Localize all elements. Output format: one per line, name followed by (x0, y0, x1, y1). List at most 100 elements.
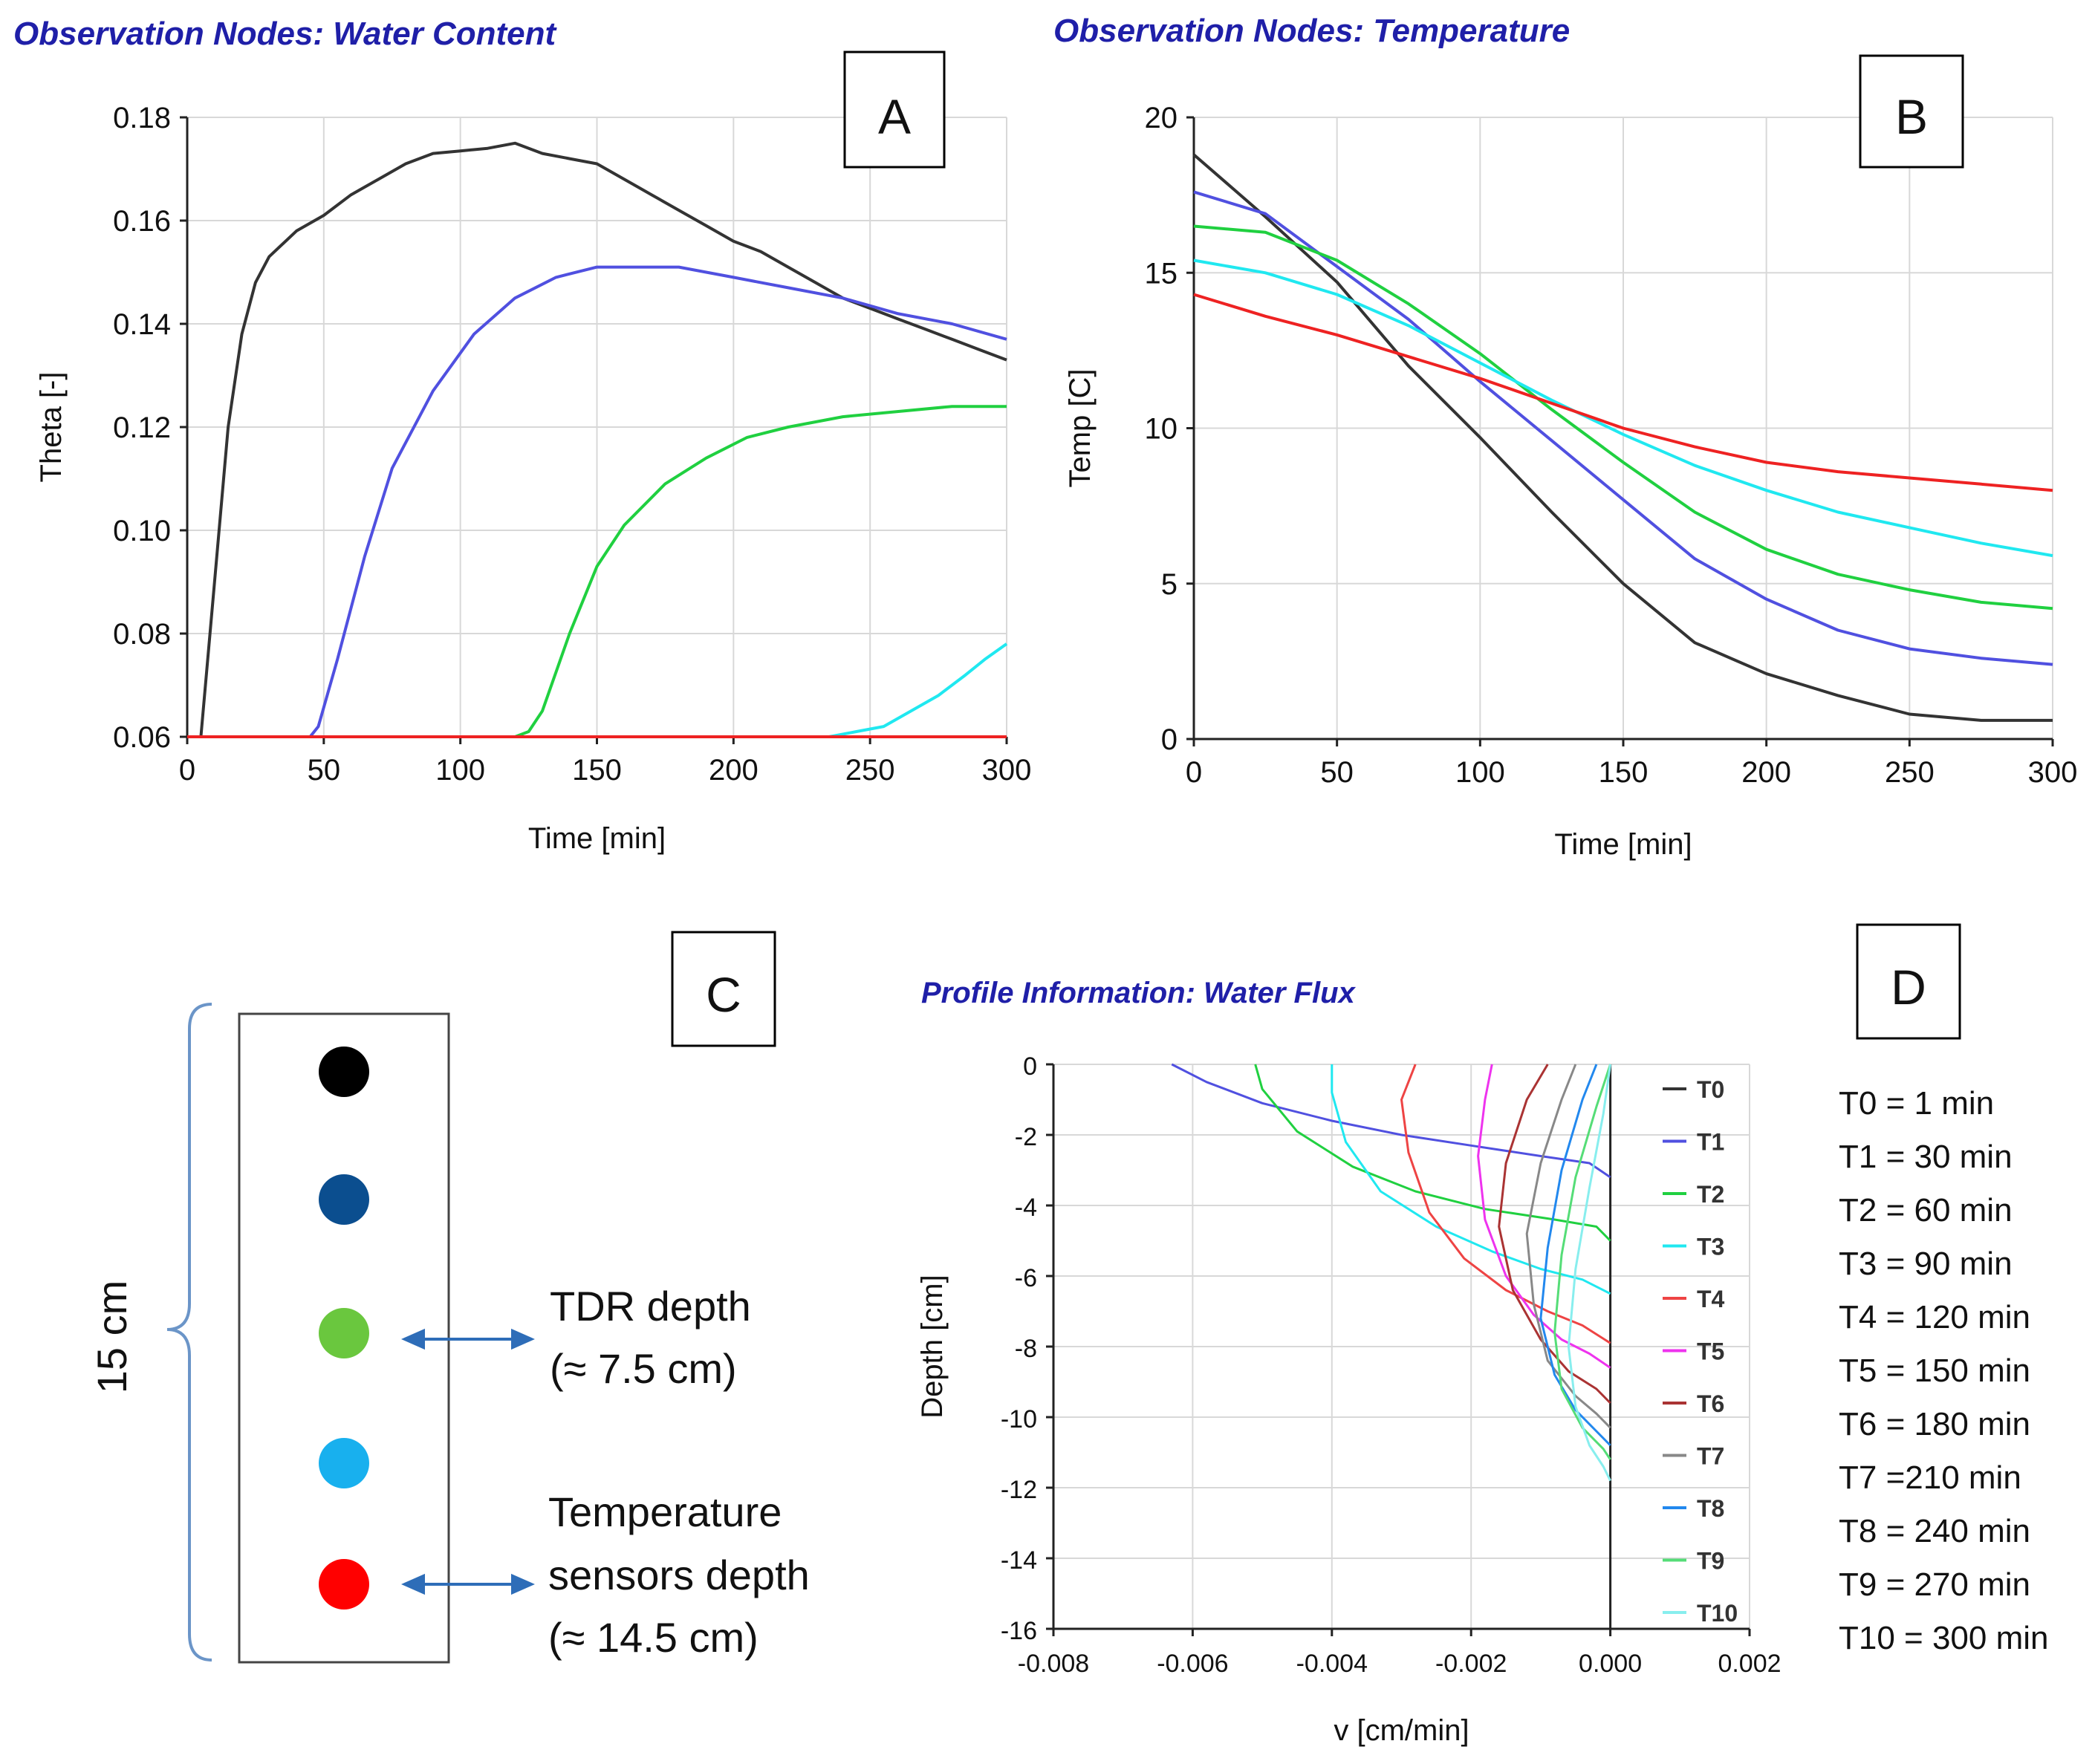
chart-d-ytick-label: -10 (1001, 1405, 1037, 1433)
time-list-item: T3 = 90 min (1839, 1246, 2013, 1282)
time-list-item: T5 = 150 min (1839, 1353, 2030, 1389)
time-list-item: T4 = 120 min (1839, 1299, 2030, 1335)
chart-b-series-node-2 (1193, 190, 2053, 666)
chart-b-ytick-label: 20 (1145, 102, 1178, 134)
chart-d-series-t3 (1331, 1064, 1611, 1295)
chart-d-xtick-label: 0.000 (1579, 1650, 1642, 1678)
chart-d-ytick-label: -6 (1015, 1264, 1037, 1292)
panel-c-label-box (671, 931, 776, 1047)
temp-label-line3: (≈ 14.5 cm) (548, 1614, 759, 1661)
chart-a: 0 50 100 150 200 250 300 0.06 0.08 0.10 0.12 0.14 0.… (35, 102, 1031, 855)
chart-b-xtick-label: 0 (1186, 756, 1202, 789)
chart-a-xtick-label: 250 (845, 754, 895, 787)
legend-label-t8: T8 (1697, 1495, 1724, 1522)
legend-label-t9: T9 (1697, 1548, 1724, 1575)
panel-a-label: A (878, 89, 911, 144)
chart-b-xtick-label: 100 (1455, 756, 1505, 789)
chart-d-series-t7 (1525, 1064, 1611, 1429)
legend-label-t4: T4 (1697, 1286, 1725, 1312)
chart-d-xtick-label: -0.008 (1018, 1650, 1089, 1678)
chart-a-series-node-2 (187, 265, 1007, 738)
column-height-brace (166, 1003, 212, 1662)
chart-a-ytick-label: 0.10 (113, 515, 171, 547)
chart-a-xtick-label: 100 (435, 754, 485, 787)
chart-b-series-node-4 (1193, 258, 2053, 558)
panel-c-label: C (706, 967, 741, 1022)
legend-label-t2: T2 (1697, 1181, 1724, 1208)
chart-d-ytick-label: -8 (1015, 1335, 1037, 1363)
panel-a-label-box (843, 51, 946, 169)
chart-d-series-t8 (1539, 1064, 1611, 1447)
chart-b-xlabel: Time [min] (1554, 828, 1692, 861)
chart-a-title: Observation Nodes: Water Content (13, 16, 558, 52)
chart-b-series-node-3 (1193, 224, 2053, 611)
chart-b-ytick-label: 10 (1145, 413, 1178, 446)
chart-d-xtick-label: -0.006 (1157, 1650, 1228, 1678)
legend-label-t6: T6 (1697, 1390, 1724, 1417)
chart-d-xtick-label: -0.004 (1296, 1650, 1368, 1678)
time-list-item: T9 = 270 min (1839, 1566, 2030, 1603)
sensor-node-4 (319, 1438, 369, 1488)
chart-b-title: Observation Nodes: Temperature (1053, 13, 1570, 49)
chart-d: -0.008 -0.006 -0.004 -0.002 0.000 0.002 0 -2 -4 -… (916, 1052, 1781, 1747)
sensor-node-2 (319, 1174, 369, 1225)
panel-d-label: D (1891, 960, 1926, 1015)
chart-d-ytick-label: -16 (1001, 1617, 1037, 1645)
chart-d-ytick-label: -14 (1001, 1546, 1037, 1575)
chart-d-series-t5 (1477, 1064, 1611, 1369)
chart-b-xtick-label: 50 (1320, 756, 1354, 789)
chart-d-ylabel: Depth [cm] (916, 1275, 949, 1418)
chart-d-series-t1 (1171, 1063, 1611, 1179)
chart-d-ytick-label: -12 (1001, 1476, 1037, 1504)
time-list-item: T10 = 300 min (1839, 1620, 2049, 1656)
time-list-item: T0 = 1 min (1839, 1085, 1994, 1122)
chart-b-xtick-label: 150 (1599, 756, 1649, 789)
time-list-item: T2 = 60 min (1839, 1192, 2013, 1228)
chart-b-ylabel: Temp [C] (1064, 368, 1097, 487)
chart-b-series-node-5 (1193, 293, 2053, 492)
sensor-node-1 (319, 1047, 369, 1097)
legend-label-t10: T10 (1697, 1600, 1738, 1627)
time-list-item: T8 = 240 min (1839, 1513, 2030, 1549)
tdr-arrow (401, 1328, 535, 1350)
chart-d-series-t6 (1498, 1064, 1611, 1405)
panel-b-label-box (1859, 54, 1964, 169)
chart-b-xtick-label: 200 (1741, 756, 1791, 789)
chart-b-ytick-label: 15 (1145, 257, 1178, 290)
chart-a-series-node-4 (187, 642, 1008, 738)
chart-a-ytick-label: 0.12 (113, 411, 171, 444)
tdr-label-line1: TDR depth (550, 1283, 751, 1329)
chart-a-ytick-label: 0.14 (113, 308, 171, 341)
chart-a-xlabel: Time [min] (528, 822, 666, 855)
chart-a-ytick-label: 0.08 (113, 618, 171, 651)
time-list-item: T1 = 30 min (1839, 1139, 2013, 1175)
chart-a-xtick-label: 50 (308, 754, 341, 787)
chart-d-xlabel: v [cm/min] (1334, 1714, 1469, 1747)
chart-b-xtick-label: 250 (1885, 756, 1935, 789)
chart-b-ytick-label: 0 (1161, 723, 1178, 756)
panel-d-label-box (1856, 923, 1961, 1040)
chart-d-series-t4 (1400, 1064, 1611, 1344)
sensor-node-5 (319, 1559, 369, 1610)
legend-label-t7: T7 (1697, 1443, 1724, 1470)
time-list: T0 = 1 min T1 = 30 min T2 = 60 min T3 = 90 … (1839, 1085, 2049, 1656)
legend-label-t0: T0 (1697, 1076, 1724, 1103)
time-list-item: T6 = 180 min (1839, 1406, 2030, 1442)
temp-label-line2: sensors depth (548, 1552, 810, 1598)
chart-b: 0 50 100 150 200 250 300 0 5 10 15 20 Time [min] Temp… (1064, 102, 2077, 861)
chart-b-ytick-label: 5 (1161, 568, 1178, 601)
legend-label-t5: T5 (1697, 1338, 1724, 1365)
chart-d-series-t9 (1553, 1064, 1612, 1460)
chart-d-title: Profile Information: Water Flux (921, 977, 1357, 1009)
chart-d-series-t10 (1567, 1064, 1612, 1482)
chart-a-ytick-label: 0.16 (113, 205, 171, 238)
chart-b-series-node-1 (1192, 153, 2053, 722)
chart-d-ytick-label: -2 (1015, 1123, 1037, 1151)
legend-label-t3: T3 (1697, 1234, 1724, 1260)
chart-b-xtick-label: 300 (2028, 756, 2078, 789)
chart-d-xtick-label: 0.002 (1718, 1650, 1781, 1678)
sensor-node-3 (319, 1308, 369, 1358)
legend-label-t1: T1 (1697, 1129, 1724, 1156)
temp-arrow (401, 1573, 535, 1595)
